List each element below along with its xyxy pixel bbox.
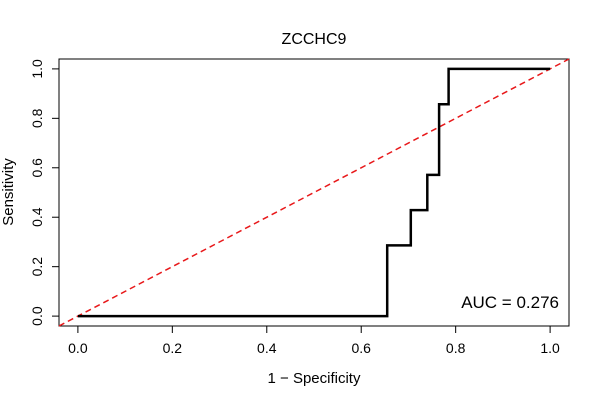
y-tick-label: 0.2: [29, 257, 45, 277]
auc-annotation: AUC = 0.276: [461, 293, 559, 312]
x-axis-title: 1 − Specificity: [268, 370, 361, 387]
y-tick-label: 0.0: [29, 306, 45, 326]
plot-frame: [58, 58, 570, 327]
x-tick-label: 0.0: [68, 340, 88, 356]
x-tick-label: 0.2: [163, 340, 183, 356]
x-axis: 0.0 0.2 0.4 0.6 0.8 1.0: [68, 326, 560, 356]
reference-diagonal: [58, 58, 570, 327]
y-axis-title: Sensitivity: [0, 158, 17, 226]
x-tick-label: 0.8: [446, 340, 466, 356]
y-tick-label: 0.8: [29, 108, 45, 128]
x-tick-label: 0.6: [351, 340, 371, 356]
y-tick-label: 1.0: [29, 59, 45, 79]
y-tick-label: 0.4: [29, 207, 45, 227]
x-tick-label: 0.4: [257, 340, 277, 356]
roc-curve: [77, 67, 551, 318]
y-tick-label: 0.6: [29, 158, 45, 178]
x-tick-label: 1.0: [540, 340, 560, 356]
y-axis: 0.0 0.2 0.4 0.6 0.8 1.0: [29, 59, 59, 326]
chart-title: ZCCHC9: [282, 31, 347, 48]
